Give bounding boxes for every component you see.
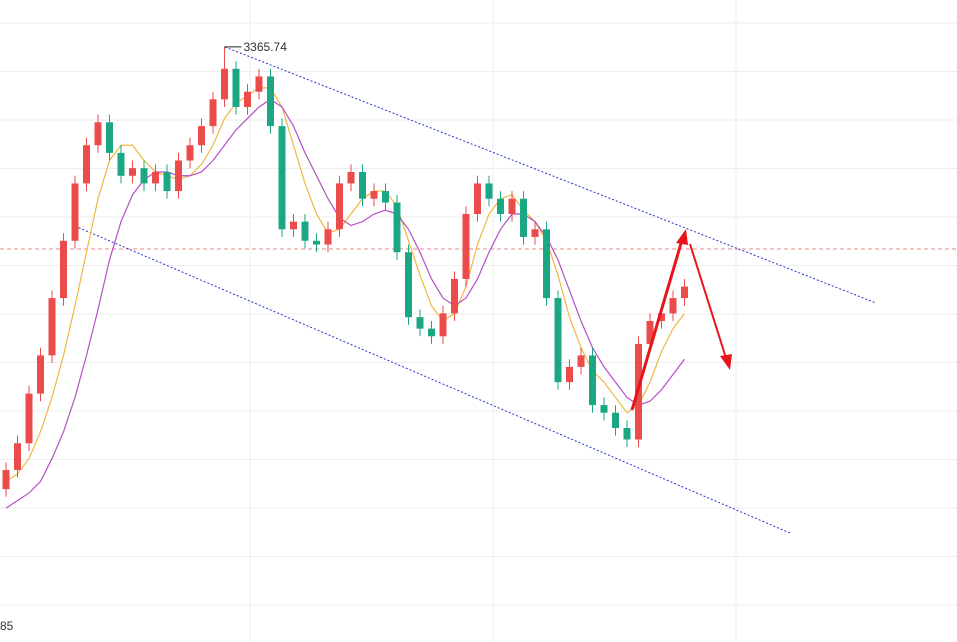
candle-body (382, 191, 389, 203)
candle-body (428, 328, 435, 337)
high-marker-label: 3365.74 (244, 40, 288, 54)
candle-body (94, 122, 102, 146)
candle-body (669, 298, 677, 314)
candle-body (324, 229, 332, 245)
forecast-arrows (630, 229, 732, 411)
candle-body (543, 229, 550, 299)
candle-body (255, 76, 263, 92)
candle-body (589, 355, 596, 406)
candle-body (646, 321, 654, 344)
candle-body (612, 412, 619, 428)
candle-body (152, 171, 159, 184)
candle-body (497, 198, 504, 214)
candle-body (485, 183, 493, 199)
candle-body (106, 122, 113, 153)
candle-body (347, 171, 355, 184)
candle-body (600, 405, 608, 413)
candle-body (290, 221, 297, 230)
candle-body (566, 366, 573, 383)
candle-body (244, 91, 251, 107)
candle-body (658, 313, 665, 321)
candle-body (508, 198, 516, 214)
candle-body (37, 355, 44, 394)
candle-body (221, 68, 228, 100)
candle-body (14, 443, 21, 471)
candle-body (140, 168, 148, 184)
candle-body (2, 470, 10, 490)
candle-body (681, 286, 688, 299)
candle-body (198, 126, 205, 146)
candle-body (336, 183, 343, 230)
plot: 3365.74 (2, 40, 688, 509)
candle-body (117, 152, 125, 176)
candle-body (163, 171, 171, 192)
candle-body (451, 278, 458, 314)
candle-body (60, 240, 67, 299)
candle-body (25, 393, 33, 444)
candle-body (462, 214, 470, 279)
candle-body (359, 171, 366, 199)
candle-body (209, 99, 217, 127)
candle-body (577, 355, 585, 367)
candle-body (175, 160, 182, 192)
candle-body (313, 240, 320, 245)
candle-body (278, 126, 286, 230)
x-tick-label: 85 (0, 619, 14, 633)
candle-body (439, 313, 447, 337)
candle-body (186, 145, 194, 161)
candle-body (531, 229, 539, 237)
candle-body (83, 145, 90, 184)
moving-average (5, 98, 685, 509)
candle-body (623, 428, 631, 440)
candle-body (48, 298, 56, 356)
candle-body (520, 198, 527, 237)
candle-body (71, 183, 79, 241)
candle-body (267, 76, 274, 127)
candle-body (393, 202, 401, 253)
candle-body (370, 191, 378, 199)
candle-body (474, 183, 481, 214)
candle-body (405, 252, 412, 318)
candle-body (554, 298, 562, 383)
candle-body (416, 317, 424, 329)
candle-body (301, 221, 309, 241)
candle-body (129, 168, 136, 176)
candle-body (232, 68, 240, 107)
channel-lower (74, 225, 791, 534)
channel-upper (224, 46, 877, 304)
